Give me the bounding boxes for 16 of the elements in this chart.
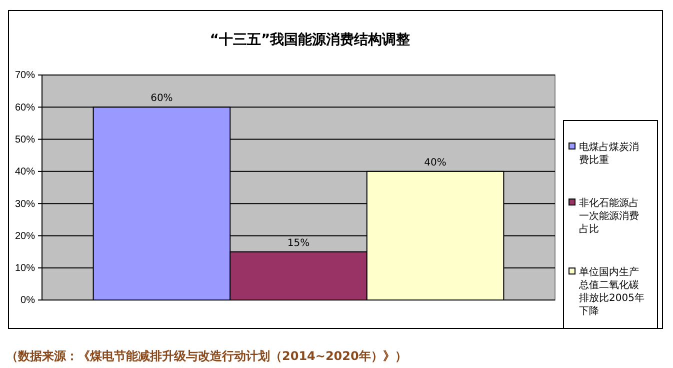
text: 60%: [150, 93, 173, 104]
y-tick-label: 10%: [14, 263, 36, 274]
text: 40%: [424, 157, 446, 168]
y-tick-label: 20%: [14, 230, 36, 242]
y-tick-label: 70%: [14, 70, 36, 82]
y-tick-label: 0%: [20, 295, 36, 306]
text: （数据来源：《煤电节能减排升级与改造行动计划（2014~2020年）》）: [6, 349, 407, 363]
y-tick-label: 40%: [14, 166, 36, 178]
y-tick-label: 30%: [14, 198, 36, 210]
chart-title: “十三五”我国能源消费结构调整: [210, 32, 412, 48]
y-tick-label: 60%: [14, 102, 36, 114]
legend-label: 非化石能源占一次能源消费占比: [579, 197, 639, 235]
text: 15%: [287, 238, 310, 249]
y-tick-label: 50%: [14, 134, 36, 146]
legend-label: 电煤占煤炭消费比重: [579, 141, 639, 166]
legend-label: 单位国内生产总值二氧化碳排放比2005年下降: [578, 266, 644, 317]
